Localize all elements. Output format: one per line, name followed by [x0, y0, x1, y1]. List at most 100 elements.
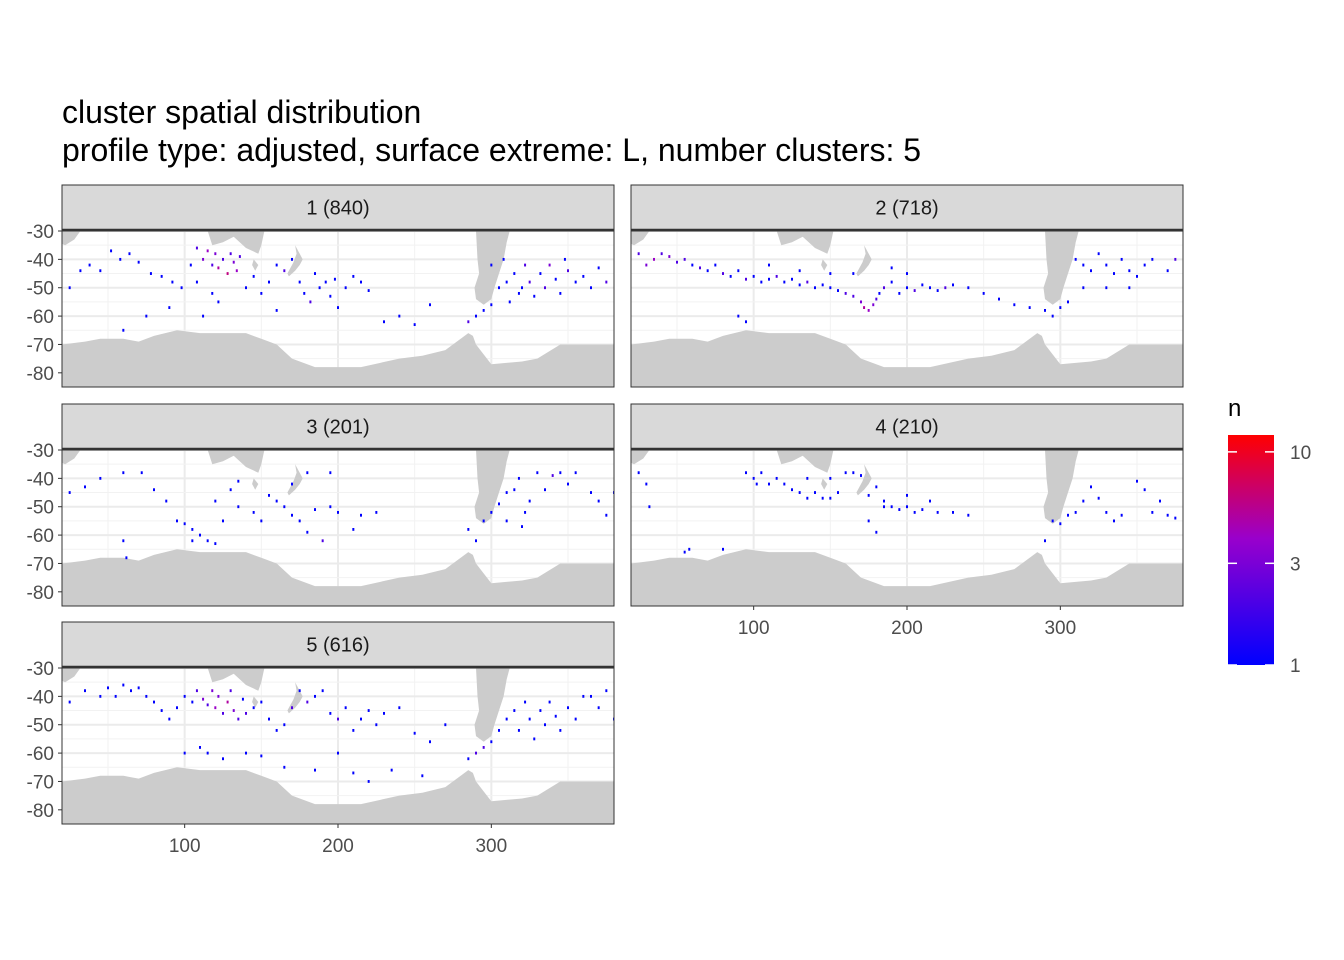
data-cell: [383, 711, 385, 715]
data-cell: [798, 283, 801, 287]
data-cell: [554, 277, 557, 281]
x-tick-label: 200: [891, 618, 923, 639]
data-cell: [260, 700, 263, 704]
data-cell: [337, 510, 339, 514]
data-cell: [913, 510, 916, 514]
data-cell: [291, 257, 293, 261]
y-tick-label: -40: [27, 687, 54, 708]
data-cell: [110, 249, 113, 253]
land-mass: [62, 549, 614, 606]
data-cell: [189, 263, 192, 267]
data-cell: [574, 471, 577, 475]
data-cell: [1105, 263, 1108, 267]
land-mass: [287, 245, 303, 277]
land-mass: [252, 696, 259, 708]
y-tick-label: -60: [27, 526, 54, 547]
data-cell: [344, 706, 347, 710]
land-mass: [821, 259, 828, 271]
data-cell: [699, 266, 701, 270]
data-cell: [217, 266, 220, 270]
y-tick-label: -60: [27, 744, 54, 765]
y-tick-label: -30: [27, 441, 54, 462]
data-cell: [936, 510, 939, 514]
data-cell: [122, 683, 125, 687]
facet-strip: [61, 621, 615, 668]
data-cell: [329, 294, 332, 298]
land-mass: [62, 450, 81, 465]
data-cell: [1082, 286, 1085, 290]
data-cell: [145, 314, 148, 318]
data-cell: [229, 689, 232, 693]
data-cell: [252, 274, 255, 278]
data-cell: [554, 714, 557, 718]
data-cell: [921, 508, 924, 511]
data-cell: [513, 272, 516, 275]
data-cell: [222, 257, 224, 261]
data-cell: [752, 274, 755, 278]
data-cell: [929, 499, 931, 503]
data-cell: [752, 476, 755, 480]
data-cell: [567, 269, 569, 273]
land-mass: [821, 478, 828, 490]
data-cell: [429, 740, 431, 744]
data-cell: [544, 488, 546, 492]
data-cell: [505, 491, 508, 494]
data-cell: [153, 488, 155, 492]
data-cell: [668, 255, 671, 258]
data-cell: [1051, 314, 1054, 318]
data-cell: [214, 499, 217, 503]
data-cell: [806, 476, 809, 480]
data-cell: [375, 510, 378, 514]
y-tick-label: -40: [27, 250, 54, 271]
data-cell: [645, 482, 648, 486]
data-cell: [860, 300, 862, 304]
data-cell: [413, 731, 416, 735]
data-cell: [1159, 499, 1161, 503]
data-cell: [214, 706, 217, 710]
data-cell: [513, 488, 516, 492]
data-cell: [952, 510, 954, 514]
data-cell: [68, 286, 71, 290]
data-cell: [275, 728, 278, 732]
data-cell: [398, 314, 401, 318]
data-cell: [99, 476, 102, 480]
data-cell: [760, 280, 763, 284]
data-cell: [275, 263, 278, 267]
data-cell: [68, 700, 71, 704]
data-cell: [1174, 257, 1177, 261]
data-cell: [929, 286, 931, 290]
data-cell: [421, 774, 424, 778]
data-cell: [238, 255, 241, 258]
y-tick-label: -80: [27, 801, 54, 822]
data-cell: [232, 709, 235, 712]
data-cell: [508, 300, 511, 304]
data-cell: [130, 689, 132, 693]
data-cell: [107, 686, 109, 690]
data-cell: [791, 488, 793, 492]
data-cell: [298, 689, 301, 693]
data-cell: [898, 291, 901, 295]
data-cell: [814, 491, 816, 494]
data-cell: [806, 496, 809, 500]
data-cell: [390, 768, 393, 772]
data-cell: [605, 513, 608, 517]
data-cell: [467, 528, 470, 531]
data-cell: [429, 303, 431, 307]
data-cell: [153, 700, 155, 704]
data-cell: [122, 471, 125, 475]
data-cell: [195, 689, 198, 693]
data-cell: [875, 530, 878, 534]
data-cell: [844, 471, 847, 475]
data-cell: [360, 513, 362, 517]
data-cell: [768, 482, 770, 486]
legend-colorbar: [1228, 435, 1274, 665]
data-cell: [597, 266, 600, 270]
data-cell: [252, 706, 255, 710]
data-cell: [88, 263, 91, 267]
land-mass: [474, 668, 510, 742]
data-cell: [590, 491, 592, 494]
data-cell: [360, 717, 362, 721]
data-cell: [84, 689, 86, 693]
data-cell: [498, 502, 500, 506]
data-cell: [1074, 257, 1077, 261]
